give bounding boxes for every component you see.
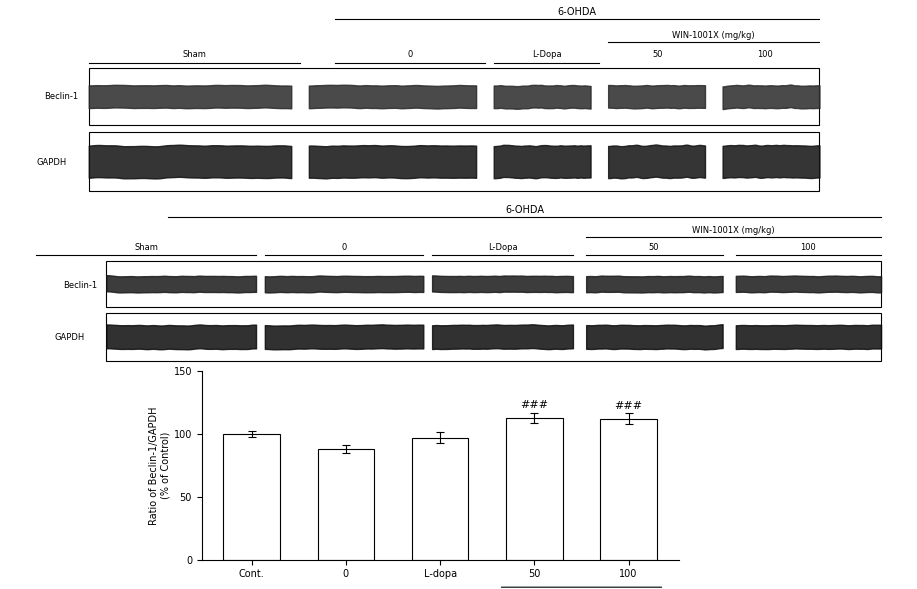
Text: Beclin-1: Beclin-1 (63, 281, 97, 290)
Text: Beclin-1: Beclin-1 (44, 92, 78, 101)
Text: L-Dopa: L-Dopa (532, 50, 561, 59)
Bar (601, 419, 657, 560)
Text: ###: ### (614, 401, 643, 411)
Text: L-Dopa: L-Dopa (488, 243, 517, 252)
Bar (89, 68, 820, 125)
Bar (506, 418, 563, 560)
Bar (224, 434, 280, 560)
Text: 100: 100 (801, 243, 816, 252)
Text: 50: 50 (648, 243, 659, 252)
Text: 0: 0 (407, 50, 413, 59)
Text: 0: 0 (341, 243, 347, 252)
Bar (89, 133, 820, 191)
Text: 100: 100 (757, 50, 773, 59)
Text: GAPDH: GAPDH (54, 333, 84, 342)
Bar (106, 313, 881, 360)
Text: WIN-1001X (mg/kg): WIN-1001X (mg/kg) (692, 226, 775, 235)
Y-axis label: Ratio of Beclin-1/GAPDH
(% of Control): Ratio of Beclin-1/GAPDH (% of Control) (149, 406, 171, 525)
Text: 6-OHDA: 6-OHDA (505, 205, 544, 215)
Text: Sham: Sham (134, 243, 158, 252)
Bar (412, 438, 469, 560)
Text: WIN-1001X (mg/kg): WIN-1001X (mg/kg) (672, 31, 755, 40)
Text: ###: ### (520, 400, 548, 410)
Text: 6-OHDA: 6-OHDA (558, 8, 597, 18)
Bar (106, 261, 881, 307)
Text: Sham: Sham (182, 50, 206, 59)
Text: 50: 50 (652, 50, 663, 59)
Text: GAPDH: GAPDH (37, 158, 67, 167)
Bar (317, 449, 374, 560)
